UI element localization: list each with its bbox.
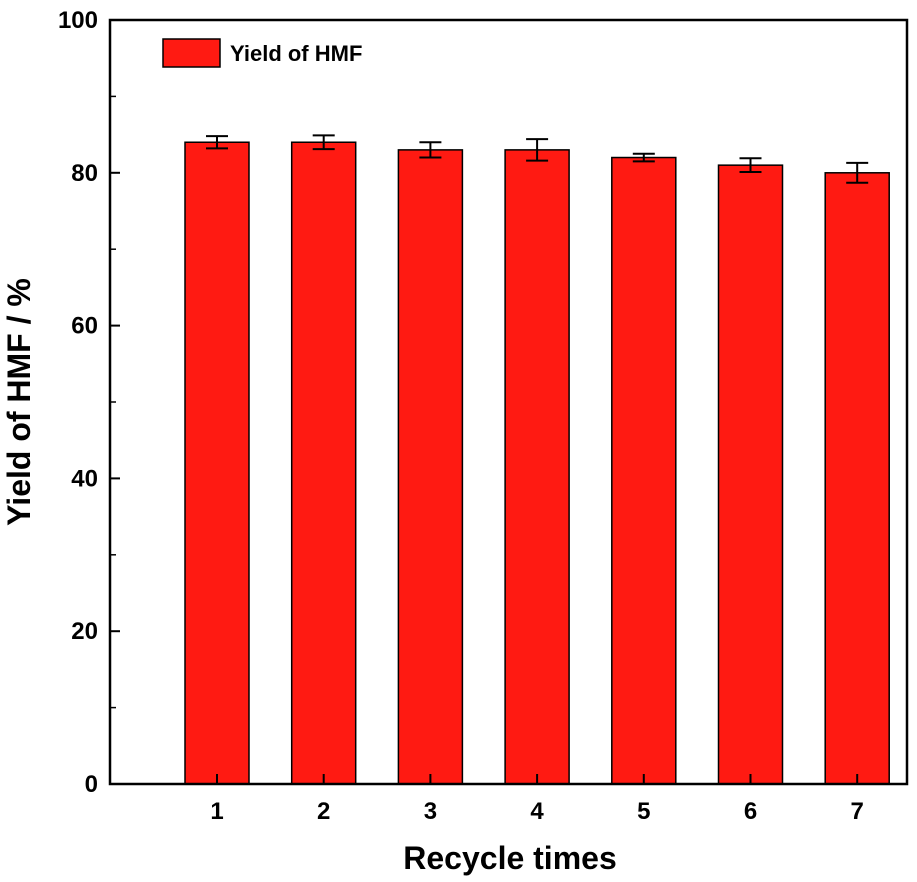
bar-5 bbox=[611, 156, 677, 785]
error-bar-4 bbox=[526, 138, 549, 162]
y-tick-label: 60 bbox=[71, 313, 98, 340]
bar-2 bbox=[290, 141, 357, 785]
error-bars-layer bbox=[206, 134, 869, 184]
legend: Yield of HMF bbox=[162, 38, 362, 68]
error-bar-1 bbox=[206, 135, 228, 150]
x-tick-label: 1 bbox=[210, 798, 223, 825]
error-bar-7 bbox=[846, 161, 869, 184]
x-tick-label: 6 bbox=[744, 798, 757, 825]
x-ticks-layer: 1 2 3 4 5 6 7 bbox=[210, 774, 864, 825]
error-bar-2 bbox=[312, 134, 335, 151]
y-tick-label: 0 bbox=[85, 771, 98, 798]
legend-label: Yield of HMF bbox=[230, 41, 362, 66]
bar-3 bbox=[397, 149, 464, 785]
bar-7 bbox=[824, 172, 890, 785]
bar-6 bbox=[717, 164, 784, 785]
bar-1 bbox=[184, 141, 250, 785]
x-tick-label: 4 bbox=[530, 798, 544, 825]
y-ticks-layer: 0 20 40 60 80 100 bbox=[58, 7, 120, 798]
bars-layer bbox=[184, 141, 890, 785]
x-tick-label: 3 bbox=[424, 798, 437, 825]
error-bar-5 bbox=[632, 152, 655, 163]
y-axis-title: Yield of HMF / % bbox=[1, 278, 37, 526]
error-bar-3 bbox=[419, 141, 442, 159]
x-axis-title: Recycle times bbox=[403, 840, 616, 876]
y-tick-label: 40 bbox=[71, 465, 98, 492]
bar-4 bbox=[504, 149, 570, 785]
error-bar-6 bbox=[739, 157, 762, 174]
x-tick-label: 2 bbox=[317, 798, 330, 825]
x-tick-label: 5 bbox=[637, 798, 650, 825]
legend-swatch bbox=[162, 38, 221, 68]
y-tick-label: 100 bbox=[58, 7, 98, 34]
y-tick-label: 80 bbox=[71, 160, 98, 187]
x-tick-label: 7 bbox=[851, 798, 864, 825]
y-tick-label: 20 bbox=[71, 618, 98, 645]
